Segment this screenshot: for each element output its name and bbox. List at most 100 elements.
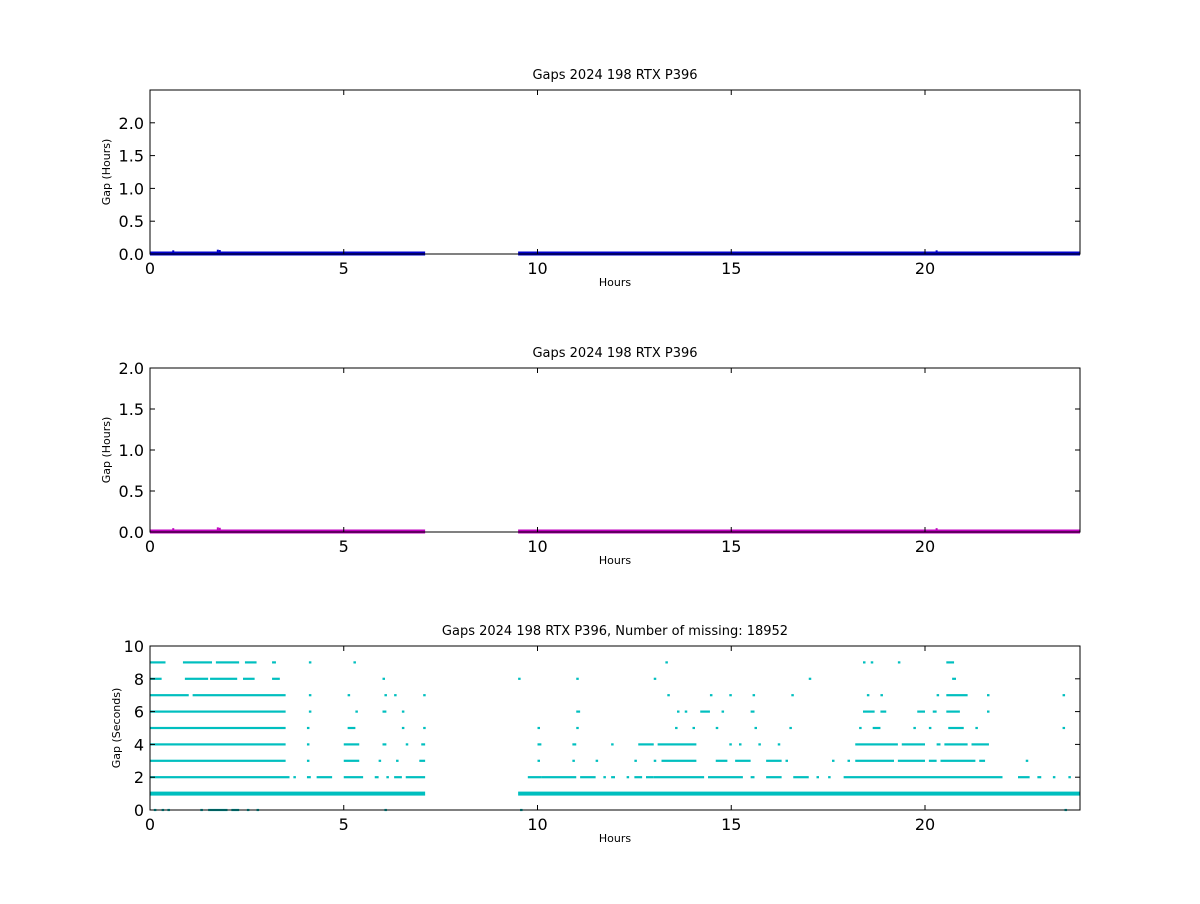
data-point-row xyxy=(677,710,680,713)
data-point-row xyxy=(308,710,312,713)
data-point-row xyxy=(971,743,989,746)
data-point-row xyxy=(353,661,356,664)
data-point-row xyxy=(1025,759,1029,762)
y-tick-label: 1.0 xyxy=(119,441,144,460)
data-point-row xyxy=(192,694,286,697)
data-point-row xyxy=(870,661,874,664)
x-tick-label: 20 xyxy=(915,815,935,834)
data-point-row xyxy=(667,694,670,697)
data-point-row xyxy=(215,661,228,664)
data-point-row xyxy=(785,759,788,762)
data-point-row xyxy=(729,743,732,746)
data-point-row xyxy=(721,710,725,713)
data-point-row xyxy=(626,776,630,779)
data-point-row xyxy=(355,710,358,713)
data-point-row xyxy=(150,710,286,713)
data-series xyxy=(150,249,1080,256)
data-point-row xyxy=(421,743,426,746)
data-point-row xyxy=(382,743,387,746)
plot-frame xyxy=(149,89,1081,255)
data-point-row xyxy=(382,710,387,713)
data-point-row xyxy=(1062,694,1066,697)
data-point-row xyxy=(537,726,540,730)
data-point-row xyxy=(684,710,688,713)
data-point-row xyxy=(715,726,719,730)
data-point-row xyxy=(1052,776,1056,779)
y-tick-label: 2.0 xyxy=(119,359,144,378)
data-point-row xyxy=(729,694,732,697)
data-point-row xyxy=(638,743,654,746)
data-point-row xyxy=(653,776,705,779)
data-point-row xyxy=(150,661,166,664)
x-axis-label: Hours xyxy=(599,554,631,567)
data-point-row xyxy=(1062,726,1066,730)
data-point-row xyxy=(396,759,399,762)
data-point-row xyxy=(653,677,657,680)
data-point-row xyxy=(675,726,678,730)
x-tick-label: 10 xyxy=(527,259,547,278)
data-point-row xyxy=(932,710,937,713)
data-point-row xyxy=(987,694,990,697)
x-tick-label: 0 xyxy=(145,259,155,278)
data-point-row xyxy=(944,743,968,746)
data-point-row xyxy=(537,743,542,746)
data-point-row xyxy=(150,743,286,746)
data-point-row xyxy=(394,694,397,697)
data-point-row xyxy=(946,694,968,697)
chart-panel-2: 0 5 10 15 20 0.0 0.5 1.0 1.5 2.0 Gaps 2024 198 RTX… xyxy=(100,346,1081,567)
data-point-row xyxy=(880,694,883,697)
data-point-row xyxy=(595,759,599,762)
data-point-row xyxy=(527,776,542,779)
data-point-row xyxy=(603,776,606,779)
data-point-row xyxy=(308,661,312,664)
data-point-row xyxy=(816,776,819,779)
data-point-row xyxy=(541,776,577,779)
data-point-row xyxy=(423,694,426,697)
data-point-row xyxy=(752,694,756,697)
data-point-row xyxy=(952,677,956,680)
data-point-row xyxy=(847,759,850,762)
y-tick-label: 8 xyxy=(134,670,144,689)
data-point-row xyxy=(700,710,710,713)
data-point-row xyxy=(150,759,286,762)
data-point-row xyxy=(948,726,964,730)
x-tick-label: 10 xyxy=(527,815,547,834)
data-point-row xyxy=(634,776,643,779)
data-point-row xyxy=(316,776,333,779)
data-point-row xyxy=(306,726,310,730)
data-point-row xyxy=(987,710,990,713)
data-point-row xyxy=(210,677,238,680)
data-point-row xyxy=(917,710,925,713)
data-point-row xyxy=(653,759,657,762)
y-tick-label: 0.5 xyxy=(119,212,144,231)
data-point-row xyxy=(735,759,751,762)
data-point-row xyxy=(936,694,940,697)
y-tick-label: 6 xyxy=(134,703,144,722)
data-point-row xyxy=(306,776,311,779)
data-point-row xyxy=(343,743,360,746)
data-point-row xyxy=(940,759,976,762)
data-point-row xyxy=(928,726,932,730)
y-axis-label: Gap (Hours) xyxy=(100,139,113,206)
chart-title: Gaps 2024 198 RTX P396, Number of missin… xyxy=(442,624,788,639)
data-point-row xyxy=(150,776,290,779)
y-tick-label: 1.5 xyxy=(119,147,144,166)
plot-frame xyxy=(149,645,1081,811)
data-point-row xyxy=(880,710,887,713)
data-point-row xyxy=(872,726,881,730)
data-point-row xyxy=(419,759,426,762)
data-point-row xyxy=(572,759,575,762)
data-point-row xyxy=(611,743,614,746)
data-point-row xyxy=(401,710,405,713)
data-point-row xyxy=(808,677,812,680)
data-point-row xyxy=(150,677,162,680)
data-point-row xyxy=(243,677,255,680)
data-point-row xyxy=(859,726,862,730)
data-point-row xyxy=(692,726,695,730)
data-point-row xyxy=(901,743,925,746)
y-tick-label: 1.0 xyxy=(119,179,144,198)
data-point-row xyxy=(789,726,792,730)
data-point-row xyxy=(272,661,276,664)
